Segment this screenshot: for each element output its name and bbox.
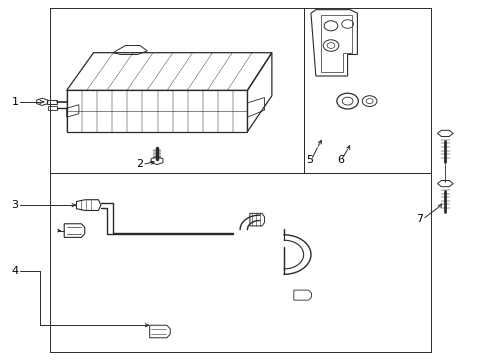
Text: 1: 1 bbox=[11, 97, 19, 107]
Text: 3: 3 bbox=[11, 200, 19, 210]
Text: 6: 6 bbox=[337, 155, 344, 165]
Text: 5: 5 bbox=[306, 155, 313, 165]
Text: 7: 7 bbox=[416, 215, 423, 224]
Text: 4: 4 bbox=[11, 266, 19, 276]
Text: 2: 2 bbox=[136, 159, 143, 169]
